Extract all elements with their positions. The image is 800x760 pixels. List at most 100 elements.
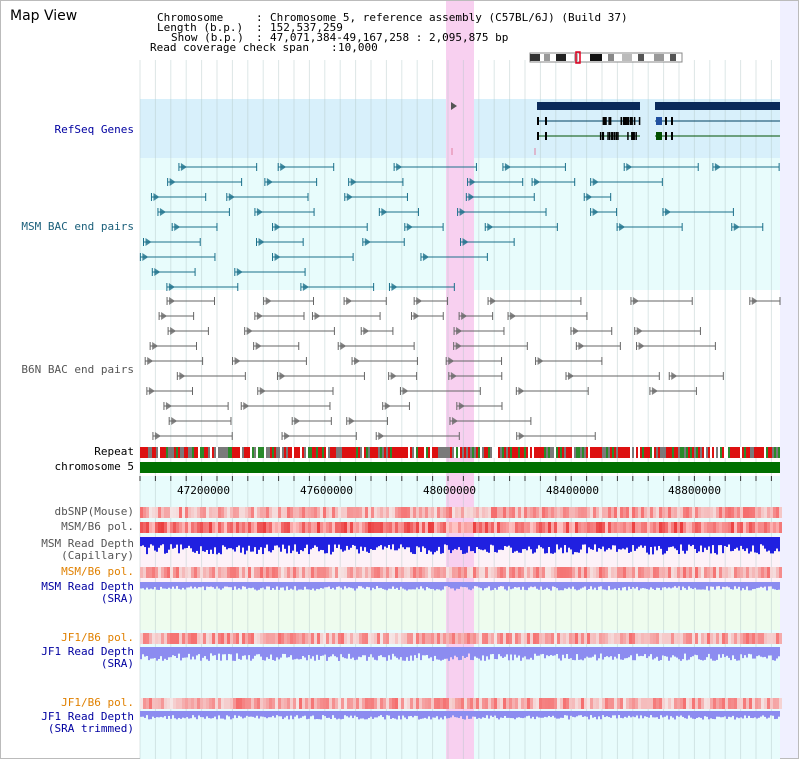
- jf1-b6-pol-strip: [521, 633, 524, 644]
- jf1-sra-depth-bar: [584, 647, 586, 659]
- msm-capillary-depth-bar: [464, 537, 466, 554]
- jf1-sra-depth-bar: [490, 647, 492, 655]
- jf1-trimmed-depth-bar: [272, 711, 274, 716]
- track-label-jf1-depth-sra-1[interactable]: JF1 Read Depth: [41, 645, 134, 658]
- track-label-dbsnp[interactable]: dbSNP(Mouse): [54, 505, 134, 518]
- jf1-b6-pol-strip-2: [680, 698, 683, 709]
- track-label-chromosome[interactable]: chromosome 5: [54, 460, 134, 473]
- track-label-jf1-b6-pol-2[interactable]: JF1/B6 pol.: [61, 696, 134, 709]
- track-label-msm-depth-cap-1[interactable]: MSM Read Depth: [41, 537, 134, 550]
- msm-sra-depth-bar: [438, 582, 440, 590]
- jf1-b6-pol-strip-2: [728, 698, 731, 709]
- jf1-sra-depth-bar: [196, 647, 198, 656]
- repeat-segment: [610, 447, 612, 458]
- repeat-segment: [340, 447, 342, 458]
- msm-b6-pol-strip: [557, 522, 560, 533]
- repeat-segment: [362, 447, 364, 458]
- repeat-segment: [432, 447, 434, 458]
- jf1-b6-pol-strip-2: [581, 698, 584, 709]
- jf1-b6-pol-strip: [737, 633, 740, 644]
- msm-b6-pol-strip-2: [515, 567, 518, 578]
- msm-capillary-depth-bar: [676, 537, 678, 551]
- jf1-b6-pol-strip: [542, 633, 545, 644]
- msm-capillary-depth-bar: [262, 537, 264, 555]
- jf1-b6-pol-strip-2: [182, 698, 185, 709]
- jf1-trimmed-depth-bar: [686, 711, 688, 719]
- repeat-segment: [196, 447, 198, 458]
- msm-capillary-depth-bar: [382, 537, 384, 550]
- msm-b6-pol-strip-2: [731, 567, 734, 578]
- jf1-sra-depth-bar: [680, 647, 682, 661]
- dbsnp-strip: [572, 507, 575, 518]
- msm-sra-depth-bar: [362, 582, 364, 588]
- b6n-bac-pair-arrow: [450, 372, 457, 380]
- jf1-trimmed-depth-bar: [666, 711, 668, 716]
- b6n-bac-pair-arrow: [314, 312, 321, 320]
- jf1-b6-pol-strip: [164, 633, 167, 644]
- repeat-segment: [514, 447, 516, 458]
- jf1-sra-depth-bar: [274, 647, 276, 661]
- dbsnp-strip: [278, 507, 281, 518]
- dbsnp-strip: [299, 507, 302, 518]
- msm-b6-pol-strip-2: [770, 567, 773, 578]
- jf1-trimmed-depth-bar: [652, 711, 654, 718]
- track-label-b6n-bac[interactable]: B6N BAC end pairs: [21, 363, 134, 376]
- repeat-segment: [174, 447, 176, 458]
- msm-capillary-depth-bar: [658, 537, 660, 546]
- jf1-b6-pol-strip: [680, 633, 683, 644]
- track-label-refseq[interactable]: RefSeq Genes: [54, 123, 134, 136]
- jf1-trimmed-depth-bar: [442, 711, 444, 720]
- jf1-b6-pol-strip: [719, 633, 722, 644]
- jf1-b6-pol-strip: [644, 633, 647, 644]
- dbsnp-strip: [701, 507, 704, 518]
- msm-capillary-depth-bar: [736, 537, 738, 548]
- jf1-trimmed-depth-bar: [560, 711, 562, 718]
- msm-sra-depth-bar: [468, 582, 470, 590]
- msm-capillary-depth-bar: [226, 537, 228, 550]
- msm-b6-pol-strip-2: [668, 567, 671, 578]
- jf1-trimmed-depth-bar: [372, 711, 374, 719]
- msm-b6-pol-strip: [320, 522, 323, 533]
- jf1-trimmed-depth-bar: [742, 711, 744, 719]
- jf1-b6-pol-strip-2: [674, 698, 677, 709]
- jf1-trimmed-depth-bar: [416, 711, 418, 716]
- jf1-trimmed-depth-bar: [432, 711, 434, 718]
- msm-sra-depth-bar: [344, 582, 346, 587]
- msm-capillary-depth-bar: [388, 537, 390, 545]
- track-label-msm-bac[interactable]: MSM BAC end pairs: [21, 220, 134, 233]
- msm-b6-pol-strip-2: [611, 567, 614, 578]
- jf1-trimmed-depth-bar: [170, 711, 172, 719]
- jf1-b6-pol-strip: [422, 633, 425, 644]
- dbsnp-strip: [224, 507, 227, 518]
- msm-b6-pol-strip: [521, 522, 524, 533]
- track-label-msm-b6-pol-1[interactable]: MSM/B6 pol.: [61, 520, 134, 533]
- chromosome-value: Chromosome 5, reference assembly (C57BL/…: [270, 11, 628, 24]
- msm-sra-depth-bar: [484, 582, 486, 589]
- msm-capillary-depth-bar: [618, 537, 620, 550]
- axis-tick-label: 48000000: [423, 484, 476, 497]
- repeat-segment: [434, 447, 436, 458]
- b6n-bac-pair-arrow: [294, 417, 301, 425]
- track-label-repeat[interactable]: Repeat: [94, 445, 134, 458]
- repeat-segment: [584, 447, 586, 458]
- jf1-trimmed-depth-bar: [430, 711, 432, 720]
- jf1-b6-pol-strip-2: [197, 698, 200, 709]
- track-label-msm-b6-pol-2[interactable]: MSM/B6 pol.: [61, 565, 134, 578]
- track-label-msm-depth-sra-1[interactable]: MSM Read Depth: [41, 580, 134, 593]
- jf1-sra-depth-bar: [396, 647, 398, 658]
- msm-b6-pol-strip-2: [251, 567, 254, 578]
- msm-b6-pol-strip-2: [353, 567, 356, 578]
- track-label-jf1-depth-trim-1[interactable]: JF1 Read Depth: [41, 710, 134, 723]
- msm-capillary-depth-bar: [642, 537, 644, 548]
- repeat-segment: [544, 447, 546, 458]
- repeat-segment: [204, 447, 206, 458]
- track-label-jf1-b6-pol-1[interactable]: JF1/B6 pol.: [61, 631, 134, 644]
- repeat-segment: [334, 447, 336, 458]
- jf1-b6-pol-strip-2: [161, 698, 164, 709]
- dbsnp-strip: [641, 507, 644, 518]
- repeat-segment: [716, 447, 718, 458]
- msm-b6-pol-strip-2: [578, 567, 581, 578]
- jf1-trimmed-depth-bar: [278, 711, 280, 717]
- jf1-trimmed-depth-bar: [692, 711, 694, 719]
